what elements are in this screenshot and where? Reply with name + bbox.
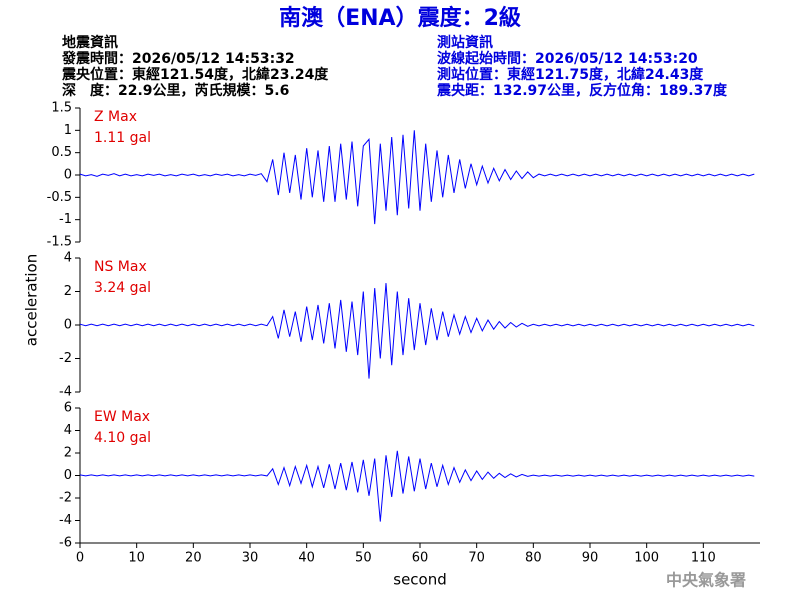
y-tick-label: 0 [64, 168, 72, 183]
info-left: 深 度：22.9公里，芮氏規模：5.6 [62, 82, 289, 99]
y-tick-label: 6 [64, 401, 72, 416]
x-tick-label: 70 [468, 551, 485, 566]
y-tick-label: 1 [64, 123, 72, 138]
x-tick-label: 40 [298, 551, 315, 566]
info-left: 發震時間：2026/05/12 14:53:32 [61, 50, 295, 67]
x-tick-label: 20 [185, 551, 202, 566]
y-tick-label: -4 [59, 385, 72, 400]
y-tick-label: 0.5 [51, 145, 72, 160]
x-tick-label: 0 [76, 551, 84, 566]
x-tick-label: 100 [634, 551, 659, 566]
info-left: 震央位置：東經121.54度，北緯23.24度 [61, 66, 329, 83]
info-left: 地震資訊 [62, 34, 118, 51]
y-tick-label: -4 [59, 513, 72, 528]
waveform [79, 283, 755, 379]
max-annotation: 3.24 gal [94, 280, 151, 296]
waveform [79, 450, 755, 522]
x-tick-label: 110 [691, 551, 716, 566]
x-tick-label: 50 [355, 551, 372, 566]
info-right: 測站資訊 [437, 34, 493, 51]
y-tick-label: 4 [64, 251, 72, 266]
waveform [79, 130, 755, 225]
x-axis-label: second [393, 571, 447, 589]
y-tick-label: 2 [64, 446, 72, 461]
x-tick-label: 30 [242, 551, 259, 566]
max-annotation: EW Max [94, 409, 150, 425]
max-annotation: Z Max [94, 109, 137, 125]
y-tick-label: -2 [59, 351, 72, 366]
info-right: 波線起始時間：2026/05/12 14:53:20 [437, 50, 698, 67]
max-annotation: NS Max [94, 259, 147, 275]
y-tick-label: -1.5 [47, 235, 72, 250]
y-tick-label: 0 [64, 318, 72, 333]
y-tick-label: -6 [59, 536, 72, 551]
y-tick-label: 2 [64, 284, 72, 299]
y-tick-label: -2 [59, 491, 72, 506]
x-tick-label: 10 [128, 551, 145, 566]
y-axis-label: acceleration [23, 254, 41, 346]
y-tick-label: 0 [64, 468, 72, 483]
x-tick-label: 80 [525, 551, 542, 566]
max-annotation: 1.11 gal [94, 130, 151, 146]
y-tick-label: -1 [59, 212, 72, 227]
info-right: 測站位置：東經121.75度，北緯24.43度 [437, 66, 704, 83]
title: 南澳（ENA）震度：2級 [279, 5, 521, 31]
footer: 中央氣象署 [666, 571, 746, 590]
x-tick-label: 60 [412, 551, 429, 566]
y-tick-label: -0.5 [47, 190, 72, 205]
max-annotation: 4.10 gal [94, 430, 151, 446]
x-tick-label: 90 [582, 551, 599, 566]
y-tick-label: 4 [64, 423, 72, 438]
y-tick-label: 1.5 [51, 101, 72, 116]
info-right: 震央距：132.97公里，反方位角：189.37度 [436, 82, 728, 99]
